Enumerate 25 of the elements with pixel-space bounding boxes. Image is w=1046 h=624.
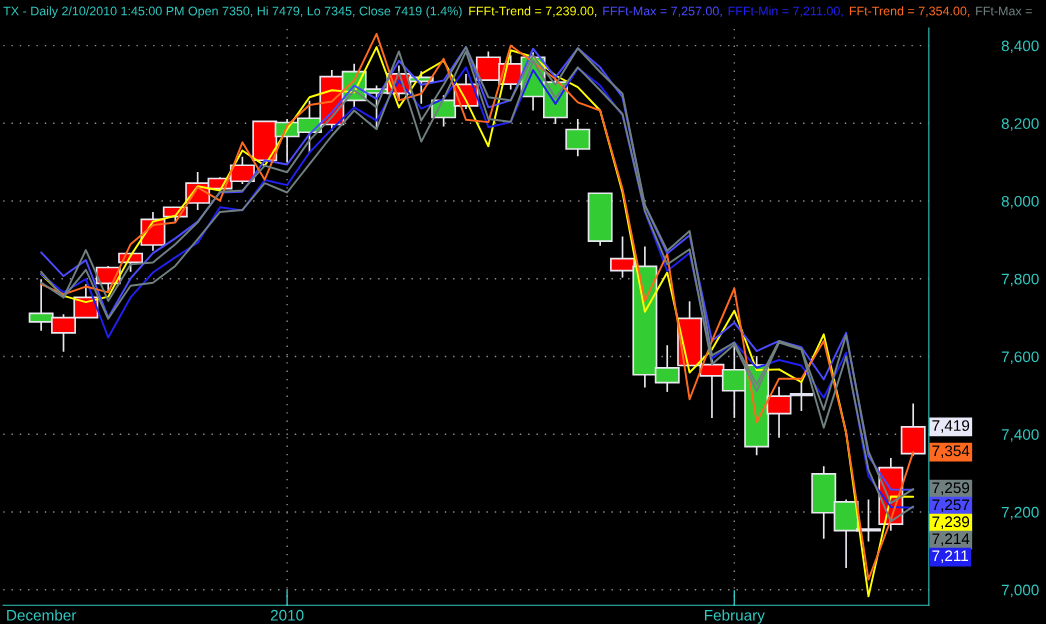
text: FFFt-Trend = 7,239.00, [469,6,597,17]
text: 7,419 [932,420,970,433]
y-tick-label: 7,600 [1001,351,1039,365]
text: FFFt-Max = 7,257.00, [603,6,722,17]
x-tick-label: December [7,609,77,621]
data-label: 7,214 [932,533,970,546]
text: FFt-Max = [976,6,1032,16]
y-tick-label: 8,400 [1001,40,1039,54]
data-label: 7,239 [932,516,970,529]
x-tick-label: February [705,609,765,624]
text: FFFt-Min = 7,211.00, [728,6,843,17]
x-tick-label: 2010 [270,609,304,621]
y-tick-label: 8,200 [1001,118,1039,131]
y-tick-label: 7,800 [1001,273,1039,287]
data-label: 7,259 [932,482,970,495]
y-tick-label: 7,400 [1001,429,1039,442]
chart-title: TX - Daily 2/10/2010 1:45:00 PM Open 7350, Hi 7479, Lo 7345, Close 7419 (1.4%) [3,6,462,18]
y-tick-label: 8,000 [1001,195,1039,209]
data-label: 7,354 [932,445,970,459]
y-tick-label: 7,200 [1001,506,1039,520]
data-label: 7,257 [932,499,970,512]
y-tick-label: 7,000 [1001,584,1039,598]
candlestick [565,118,591,158]
data-label: 7,211 [932,550,968,563]
text: FFt-Trend = 7,354.00, [849,6,970,17]
